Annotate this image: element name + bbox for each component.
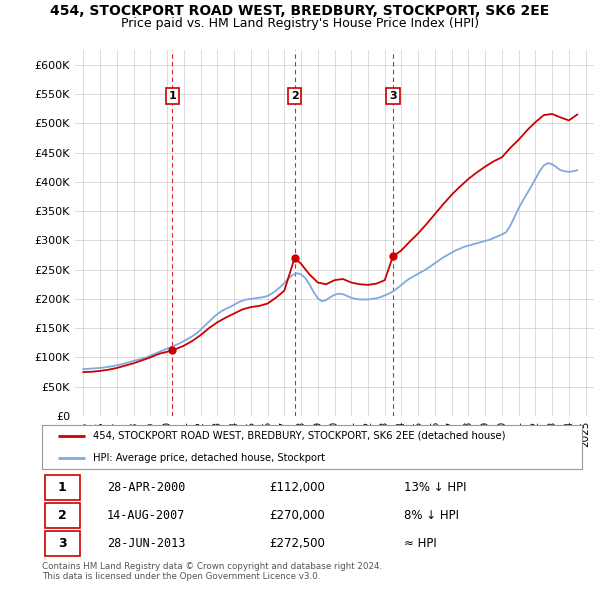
- Text: 3: 3: [58, 537, 67, 550]
- Text: £112,000: £112,000: [269, 481, 325, 494]
- Text: 14-AUG-2007: 14-AUG-2007: [107, 509, 185, 522]
- Text: 28-APR-2000: 28-APR-2000: [107, 481, 185, 494]
- Text: 1: 1: [58, 481, 67, 494]
- Text: Price paid vs. HM Land Registry's House Price Index (HPI): Price paid vs. HM Land Registry's House …: [121, 17, 479, 30]
- FancyBboxPatch shape: [45, 475, 80, 500]
- Text: 454, STOCKPORT ROAD WEST, BREDBURY, STOCKPORT, SK6 2EE (detached house): 454, STOCKPORT ROAD WEST, BREDBURY, STOC…: [94, 431, 506, 441]
- FancyBboxPatch shape: [45, 503, 80, 528]
- Text: 2: 2: [58, 509, 67, 522]
- Text: 8% ↓ HPI: 8% ↓ HPI: [404, 509, 459, 522]
- Text: 13% ↓ HPI: 13% ↓ HPI: [404, 481, 466, 494]
- Text: £270,000: £270,000: [269, 509, 325, 522]
- Text: 454, STOCKPORT ROAD WEST, BREDBURY, STOCKPORT, SK6 2EE: 454, STOCKPORT ROAD WEST, BREDBURY, STOC…: [50, 4, 550, 18]
- Text: 2: 2: [291, 91, 299, 101]
- Text: 1: 1: [169, 91, 176, 101]
- Text: 28-JUN-2013: 28-JUN-2013: [107, 537, 185, 550]
- Text: ≈ HPI: ≈ HPI: [404, 537, 437, 550]
- FancyBboxPatch shape: [45, 532, 80, 556]
- Text: £272,500: £272,500: [269, 537, 325, 550]
- Text: Contains HM Land Registry data © Crown copyright and database right 2024.
This d: Contains HM Land Registry data © Crown c…: [42, 562, 382, 581]
- Text: HPI: Average price, detached house, Stockport: HPI: Average price, detached house, Stoc…: [94, 453, 325, 463]
- Text: 3: 3: [389, 91, 397, 101]
